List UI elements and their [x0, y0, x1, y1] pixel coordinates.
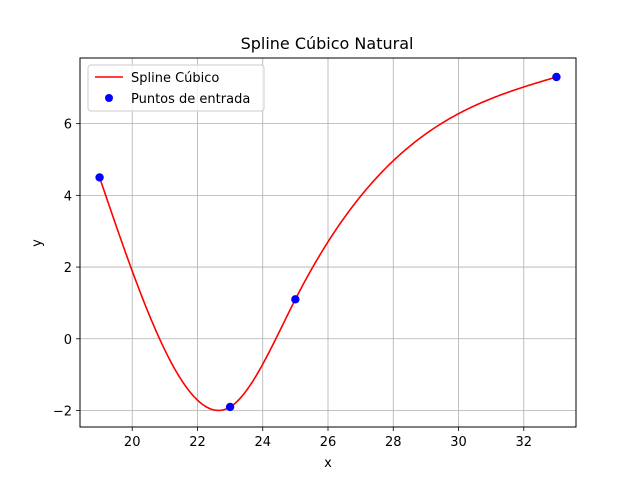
data-point [225, 402, 235, 412]
legend: Spline Cúbico Puntos de entrada [87, 64, 265, 112]
x-tick-label: 26 [320, 435, 337, 450]
x-tick-label: 24 [254, 435, 271, 450]
data-point [552, 72, 561, 82]
series-layer [95, 72, 561, 412]
x-axis-label: x [324, 456, 332, 471]
legend-label-points: Puntos de entrada [131, 92, 250, 107]
y-tick-label: 0 [64, 333, 72, 348]
x-tick-label: 28 [385, 435, 402, 450]
x-tick-label: 32 [516, 435, 533, 450]
legend-label-spline: Spline Cúbico [131, 71, 219, 86]
data-point [291, 295, 300, 304]
x-axis-ticks: 20 22 24 26 28 30 32 [124, 427, 532, 450]
spline-curve [98, 76, 557, 412]
y-tick-label: 4 [64, 189, 72, 204]
y-axis-ticks: −2 0 2 4 6 [53, 118, 80, 420]
y-axis-label: y [30, 239, 45, 247]
y-tick-label: 6 [64, 118, 72, 133]
x-tick-label: 30 [450, 435, 467, 450]
data-point [95, 173, 104, 182]
x-tick-label: 20 [124, 435, 141, 450]
plot-area [79, 57, 577, 428]
chart-title: Spline Cúbico Natural [241, 34, 414, 53]
grid [80, 58, 576, 427]
x-tick-label: 22 [189, 435, 206, 450]
y-tick-label: −2 [53, 405, 72, 420]
legend-swatch-points [105, 94, 113, 102]
legend-box [87, 64, 265, 112]
y-tick-label: 2 [64, 261, 72, 276]
